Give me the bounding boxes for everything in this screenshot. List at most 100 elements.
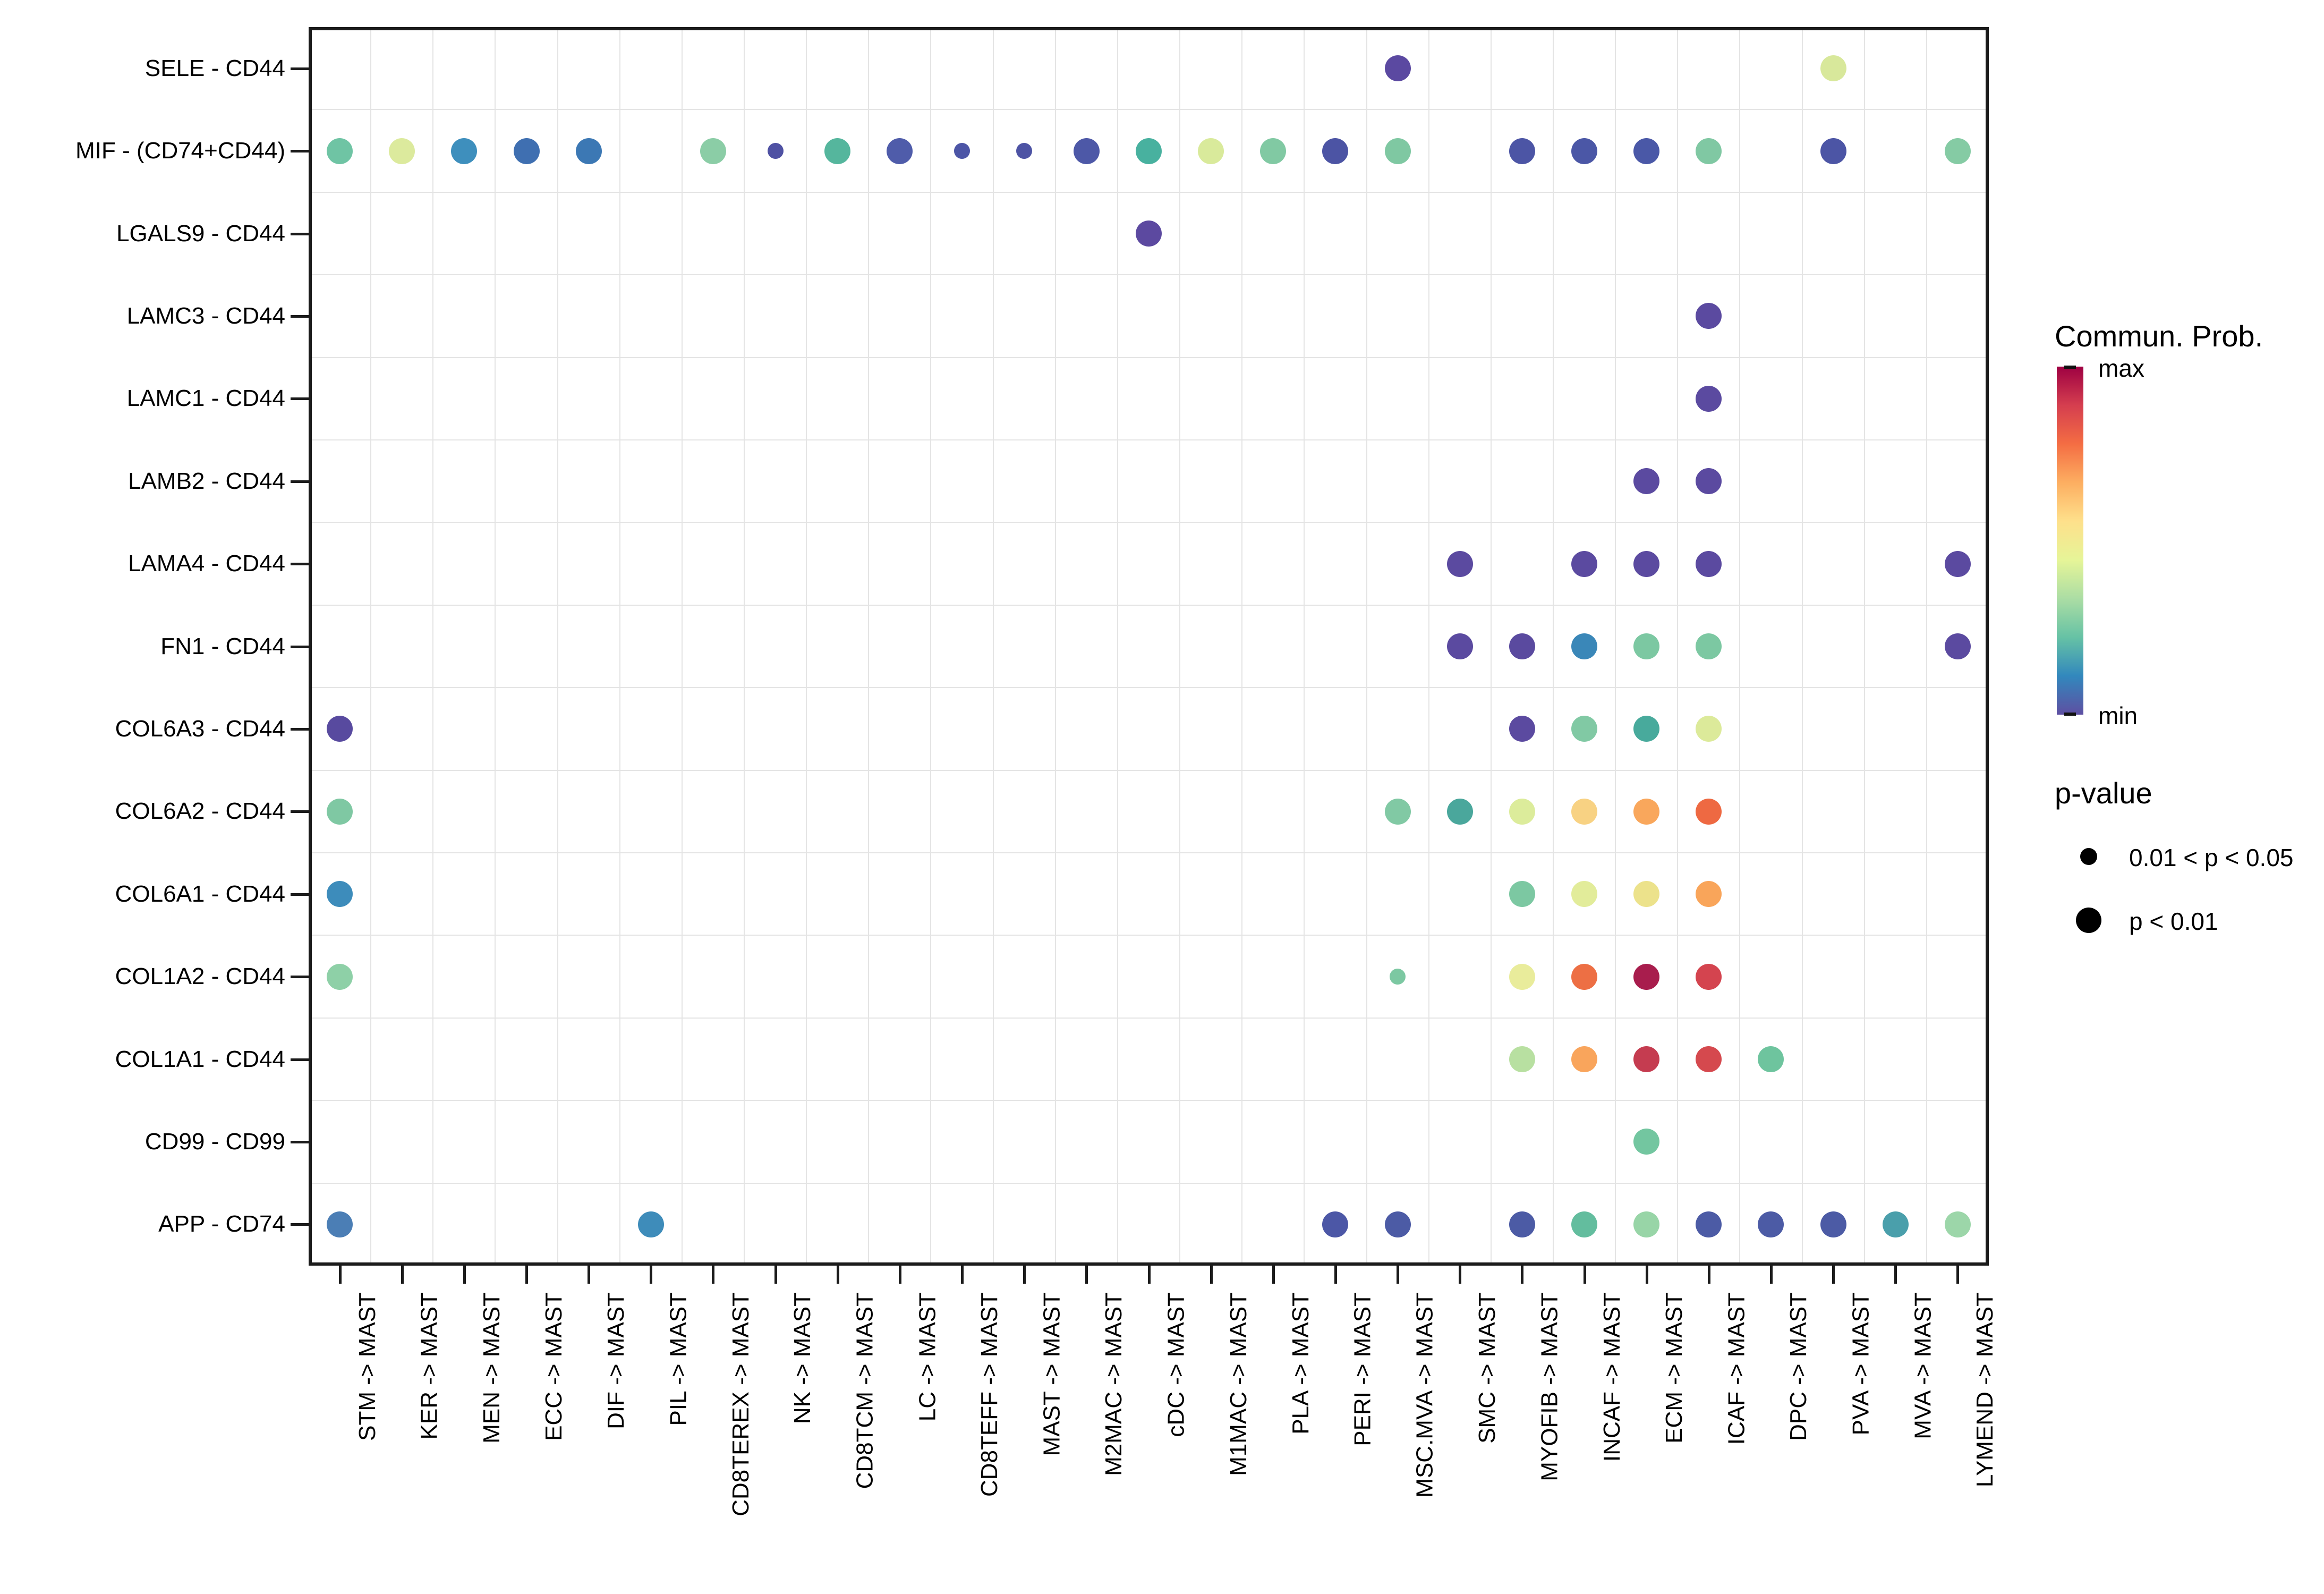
y-axis-label: APP - CD74 <box>158 1211 285 1237</box>
pvalue-small-dot-icon <box>2080 848 2097 865</box>
x-axis-label-text: CD8TEREX -> MAST <box>727 1292 754 1516</box>
panel-vertical-gridline <box>992 30 994 1262</box>
panel-vertical-gridline <box>1366 30 1367 1262</box>
data-point-dot <box>327 963 353 990</box>
colorbar-top-cap <box>2064 366 2076 369</box>
colorbar-title: Commun. Prob. <box>2055 319 2263 353</box>
y-axis-tick <box>291 1058 309 1061</box>
y-axis-tick <box>291 232 309 235</box>
panel-vertical-gridline <box>1241 30 1243 1262</box>
panel-horizontal-gridline <box>312 191 1986 193</box>
data-point-dot <box>1696 550 1722 577</box>
data-point-dot <box>1571 716 1598 742</box>
panel-vertical-gridline <box>619 30 620 1262</box>
x-axis-label-text: MEN -> MAST <box>478 1292 505 1444</box>
data-point-dot <box>1136 138 1162 164</box>
x-axis-tick <box>712 1266 715 1284</box>
panel-vertical-gridline <box>1677 30 1679 1262</box>
data-point-dot <box>1696 468 1722 495</box>
x-axis-tick <box>1521 1266 1524 1284</box>
x-axis-label-text: STM -> MAST <box>354 1292 380 1441</box>
data-point-dot <box>513 138 540 164</box>
x-axis-tick <box>961 1266 964 1284</box>
x-axis-label-text: DIF -> MAST <box>603 1292 629 1429</box>
x-axis-tick <box>1707 1266 1710 1284</box>
data-point-dot <box>1446 633 1473 659</box>
colorbar-min-label: min <box>2098 702 2138 730</box>
panel-vertical-gridline <box>495 30 496 1262</box>
data-point-dot <box>1571 1046 1598 1072</box>
data-point-dot <box>1384 1211 1411 1237</box>
x-axis-tick <box>1272 1266 1275 1284</box>
panel-vertical-gridline <box>1926 30 1927 1262</box>
x-axis-tick <box>1769 1266 1773 1284</box>
x-axis-tick <box>401 1266 404 1284</box>
panel-horizontal-gridline <box>312 357 1986 358</box>
y-axis-tick <box>291 893 309 896</box>
plot-panel <box>309 27 1989 1266</box>
y-axis-tick <box>291 727 309 731</box>
panel-horizontal-gridline <box>312 604 1986 606</box>
colorbar-max-label: max <box>2098 354 2144 382</box>
y-axis-tick <box>291 150 309 153</box>
panel-vertical-gridline <box>1179 30 1181 1262</box>
panel-horizontal-gridline <box>312 1017 1986 1019</box>
data-point-dot <box>1633 1129 1660 1155</box>
panel-vertical-gridline <box>1552 30 1554 1262</box>
data-point-dot <box>1633 468 1660 495</box>
data-point-dot <box>1322 138 1349 164</box>
data-point-dot <box>1322 1211 1349 1237</box>
panel-vertical-gridline <box>806 30 807 1262</box>
data-point-dot <box>1633 1046 1660 1072</box>
x-axis-label-text: MYOFIB -> MAST <box>1536 1292 1563 1481</box>
colorbar-bottom-cap <box>2064 713 2076 716</box>
data-point-dot <box>1633 963 1660 990</box>
data-point-dot <box>1944 550 1971 577</box>
x-axis-label-text: ICAF -> MAST <box>1723 1292 1749 1445</box>
data-point-dot <box>1696 303 1722 329</box>
panel-vertical-gridline <box>930 30 932 1262</box>
x-axis-tick <box>1832 1266 1835 1284</box>
data-point-dot <box>451 138 478 164</box>
y-axis-tick <box>291 1140 309 1143</box>
data-point-dot <box>1633 716 1660 742</box>
data-point-dot <box>1633 798 1660 825</box>
data-point-dot <box>327 798 353 825</box>
panel-vertical-gridline <box>557 30 558 1262</box>
x-axis-label-text: INCAF -> MAST <box>1598 1292 1625 1462</box>
data-point-dot <box>1390 969 1406 985</box>
x-axis-label-text: MVA -> MAST <box>1910 1292 1936 1439</box>
y-axis-label: COL6A2 - CD44 <box>115 798 285 825</box>
panel-vertical-gridline <box>1801 30 1803 1262</box>
data-point-dot <box>1633 1211 1660 1237</box>
data-point-dot <box>1696 138 1722 164</box>
pvalue-small-label: 0.01 < p < 0.05 <box>2129 844 2294 871</box>
data-point-dot <box>1260 138 1287 164</box>
x-axis-tick <box>650 1266 653 1284</box>
x-axis-label-text: M2MAC -> MAST <box>1101 1292 1127 1476</box>
data-point-dot <box>1571 881 1598 908</box>
x-axis-label-text: ECM -> MAST <box>1661 1292 1687 1444</box>
data-point-dot <box>1384 138 1411 164</box>
data-point-dot <box>637 1211 664 1237</box>
data-point-dot <box>1696 385 1722 412</box>
data-point-dot <box>1696 1046 1722 1072</box>
y-axis-tick <box>291 1223 309 1226</box>
panel-vertical-gridline <box>681 30 683 1262</box>
panel-horizontal-gridline <box>312 769 1986 771</box>
x-axis-tick <box>588 1266 591 1284</box>
data-point-dot <box>1758 1211 1784 1237</box>
panel-horizontal-gridline <box>312 439 1986 440</box>
data-point-dot <box>1944 633 1971 659</box>
data-point-dot <box>1571 798 1598 825</box>
x-axis-tick <box>1459 1266 1462 1284</box>
data-point-dot <box>1633 633 1660 659</box>
data-point-dot <box>1136 221 1162 247</box>
data-point-dot <box>1633 138 1660 164</box>
x-axis-label-text: MSC.MVA -> MAST <box>1412 1292 1438 1498</box>
data-point-dot <box>954 143 971 159</box>
x-axis-tick <box>1645 1266 1648 1284</box>
x-axis-label-text: PERI -> MAST <box>1349 1292 1376 1446</box>
y-axis-label: FN1 - CD44 <box>160 633 285 659</box>
